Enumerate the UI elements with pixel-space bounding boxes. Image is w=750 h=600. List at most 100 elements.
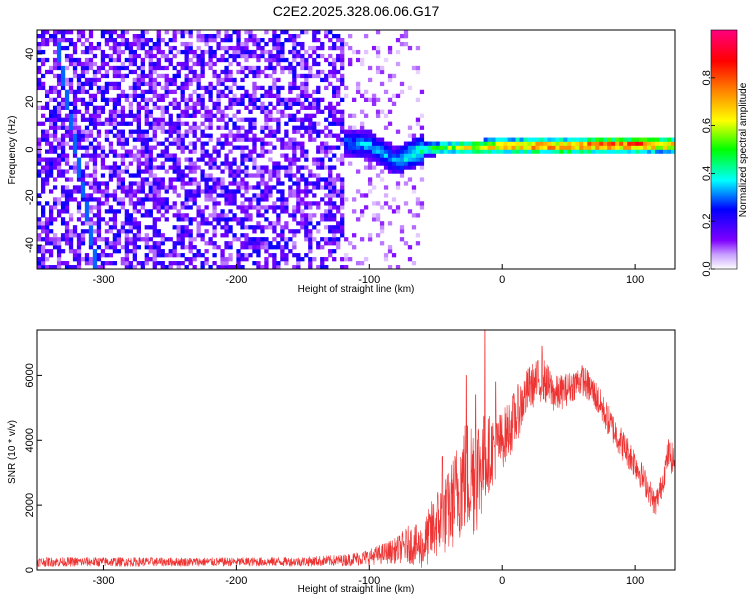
heatmap-cell [160, 237, 165, 242]
heatmap-cell [192, 133, 197, 138]
heatmap-cell [112, 57, 118, 63]
heatmap-cell [136, 137, 141, 142]
heatmap-cell [92, 169, 98, 174]
heatmap-cell [411, 145, 417, 150]
heatmap-cell [336, 101, 341, 106]
heatmap-cell [52, 149, 58, 154]
heatmap-cell [156, 209, 161, 214]
heatmap-cell [232, 169, 237, 174]
heatmap-cell [76, 169, 82, 174]
heatmap-cell [116, 177, 122, 182]
heatmap-cell [108, 97, 114, 102]
heatmap-cell [587, 149, 592, 154]
heatmap-cell [204, 161, 209, 166]
x-tick-label: -300 [92, 274, 114, 286]
heatmap-cell [567, 137, 572, 142]
heatmap-cell [108, 165, 114, 170]
heatmap-cell [340, 137, 345, 142]
heatmap-cell [419, 205, 425, 210]
heatmap-cell [340, 129, 345, 134]
heatmap-cell [232, 177, 237, 182]
heatmap-cell [328, 69, 333, 75]
heatmap-cell [180, 81, 185, 87]
heatmap-cell [276, 33, 281, 39]
heatmap-cell [208, 197, 213, 202]
heatmap-cell [348, 57, 353, 63]
heatmap-cell [232, 145, 237, 150]
heatmap-cell [144, 233, 149, 238]
heatmap-cell [144, 97, 149, 102]
heatmap-cell [383, 157, 389, 162]
heatmap-cell [216, 81, 221, 87]
heatmap-cell [264, 261, 269, 266]
heatmap-cell [228, 209, 233, 214]
heatmap-cell [124, 30, 130, 35]
heatmap-cell [176, 225, 181, 230]
heatmap-cell [272, 85, 277, 91]
heatmap-cell [336, 121, 341, 126]
heatmap-cell [312, 105, 317, 110]
heatmap-cell [76, 265, 82, 269]
heatmap-cell [84, 173, 90, 178]
heatmap-cell [128, 49, 133, 55]
heatmap-cell [363, 165, 369, 170]
heatmap-cell [320, 261, 325, 266]
heatmap-cell [276, 109, 281, 114]
heatmap-cell [276, 221, 281, 226]
heatmap-cell [280, 197, 285, 202]
heatmap-cell [84, 129, 90, 134]
heatmap-cell [328, 209, 333, 214]
heatmap-cell [292, 37, 297, 43]
heatmap-cell [56, 57, 62, 63]
heatmap-cell [411, 165, 417, 170]
heatmap-cell [332, 233, 337, 238]
heatmap-cell [332, 213, 337, 218]
heatmap-cell [320, 77, 325, 83]
heatmap-cell [92, 69, 98, 75]
heatmap-cell [52, 73, 58, 79]
heatmap-cell [252, 101, 257, 106]
heatmap-cell [228, 225, 233, 230]
heatmap-cell [120, 169, 126, 174]
heatmap-cell [316, 229, 321, 234]
heatmap-cell [367, 97, 373, 102]
heatmap-cell [40, 113, 46, 118]
heatmap-cell [427, 153, 433, 158]
heatmap-cell [431, 145, 437, 150]
heatmap-cell [615, 137, 620, 142]
heatmap-cell [212, 165, 217, 170]
heatmap-cell [148, 125, 153, 130]
heatmap-cell [471, 145, 476, 150]
heatmap-cell [168, 177, 173, 182]
heatmap-cell [336, 225, 341, 230]
heatmap-cell [411, 189, 417, 194]
colorbar-label: Normalized spectral amplitude [738, 82, 749, 217]
heatmap-cell [244, 133, 249, 138]
heatmap-cell [356, 57, 361, 63]
heatmap-cell [359, 261, 365, 266]
heatmap-cell [88, 97, 94, 102]
heatmap-cell [64, 193, 70, 198]
heatmap-cell [96, 117, 102, 122]
heatmap-cell [379, 145, 385, 150]
heatmap-cell [84, 89, 90, 95]
heatmap-cell [248, 245, 253, 250]
heatmap-cell [104, 229, 110, 234]
heatmap-cell [228, 169, 233, 174]
heatmap-cell [240, 153, 245, 158]
heatmap-cell [324, 265, 329, 269]
heatmap-cell [44, 173, 50, 178]
heatmap-cell [395, 129, 401, 134]
heatmap-cell [144, 197, 149, 202]
heatmap-cell [276, 245, 281, 250]
heatmap-cell [296, 221, 301, 226]
heatmap-cell [88, 30, 94, 35]
heatmap-cell [104, 253, 110, 258]
heatmap-cell [180, 201, 185, 206]
heatmap-cell [312, 57, 317, 63]
heatmap-cell [220, 161, 225, 166]
heatmap-cell [80, 97, 86, 102]
heatmap-cell [288, 177, 293, 182]
heatmap-cell [124, 229, 130, 234]
